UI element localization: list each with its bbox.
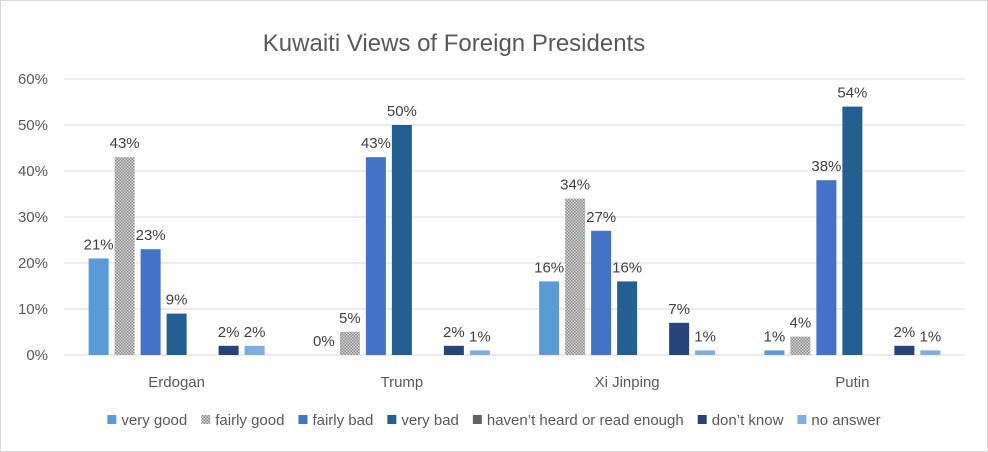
bar xyxy=(365,157,386,355)
legend-item: fairly bad xyxy=(298,412,373,429)
data-label: 5% xyxy=(339,310,361,327)
legend-label: very bad xyxy=(401,412,459,429)
data-label: 54% xyxy=(837,85,867,102)
data-label: 1% xyxy=(469,328,491,345)
data-label: 1% xyxy=(694,328,716,345)
x-tick-label: Xi Jinping xyxy=(595,374,660,391)
legend-swatch xyxy=(298,415,308,424)
legend-swatch xyxy=(697,415,707,424)
y-axis-ticks: 0% 10% 20% 30% 40% 50% 60% xyxy=(18,71,48,364)
bar xyxy=(244,345,265,355)
y-tick-label: 60% xyxy=(18,71,48,88)
bar xyxy=(391,125,412,355)
bar xyxy=(842,106,863,355)
legend-swatch xyxy=(107,415,117,424)
data-label: 34% xyxy=(560,177,590,194)
bar xyxy=(790,336,811,355)
y-tick-label: 50% xyxy=(18,117,48,134)
bar xyxy=(617,281,638,355)
data-label: 2% xyxy=(894,324,916,341)
data-label: 27% xyxy=(586,209,616,226)
bars xyxy=(88,106,941,355)
data-label: 38% xyxy=(811,158,841,175)
data-label: 2% xyxy=(443,324,465,341)
bar xyxy=(443,345,464,355)
bar xyxy=(920,350,941,355)
legend-item: don’t know xyxy=(697,412,784,429)
legend-label: don’t know xyxy=(712,412,784,429)
data-label: 0% xyxy=(313,333,335,350)
y-tick-label: 10% xyxy=(18,301,48,318)
legend-swatch xyxy=(201,415,211,424)
data-label: 2% xyxy=(218,324,240,341)
legend-item: fairly good xyxy=(201,412,284,429)
bar xyxy=(894,345,915,355)
data-label: 7% xyxy=(668,301,690,318)
bar xyxy=(764,350,785,355)
data-label: 16% xyxy=(534,259,564,276)
legend-label: fairly bad xyxy=(312,412,373,429)
legend-swatch xyxy=(472,415,482,424)
y-tick-label: 30% xyxy=(18,209,48,226)
x-tick-label: Erdogan xyxy=(148,374,205,391)
y-tick-label: 20% xyxy=(18,255,48,272)
bar xyxy=(339,332,360,355)
data-label: 23% xyxy=(136,227,166,244)
legend-label: haven’t heard or read enough xyxy=(487,412,684,429)
legend: very good fairly good fairly bad very bad ha… xyxy=(107,412,881,429)
data-label: 50% xyxy=(387,103,417,120)
bar xyxy=(166,313,187,355)
data-label: 1% xyxy=(920,328,942,345)
x-axis-ticks: Erdogan Trump Xi Jinping Putin xyxy=(148,374,869,391)
bar xyxy=(565,198,586,355)
bar xyxy=(695,350,716,355)
bar xyxy=(669,322,690,355)
legend-swatch xyxy=(797,415,807,424)
data-label: 1% xyxy=(764,328,786,345)
bar xyxy=(816,180,837,355)
chart-title: Kuwaiti Views of Foreign Presidents xyxy=(263,30,645,57)
legend-item: very good xyxy=(107,412,187,429)
bar xyxy=(114,157,135,355)
x-tick-label: Trump xyxy=(380,374,423,391)
data-label: 16% xyxy=(612,259,642,276)
legend-swatch xyxy=(387,415,397,424)
legend-item: very bad xyxy=(387,412,459,429)
legend-item: haven’t heard or read enough xyxy=(472,412,684,429)
bar xyxy=(591,230,612,355)
x-tick-label: Putin xyxy=(835,374,869,391)
data-label: 43% xyxy=(361,135,391,152)
data-label: 21% xyxy=(84,236,114,253)
legend-label: fairly good xyxy=(215,412,284,429)
data-label: 43% xyxy=(110,135,140,152)
y-tick-label: 40% xyxy=(18,163,48,180)
bar xyxy=(140,249,161,355)
bar xyxy=(88,258,109,355)
legend-label: no answer xyxy=(811,412,880,429)
data-labels: 21%43%23%9%2% 2%0%5%43%50%2% 1%16%34%27%16… xyxy=(84,85,942,350)
y-tick-label: 0% xyxy=(26,347,48,364)
data-label: 2% xyxy=(244,324,266,341)
data-label: 9% xyxy=(166,292,188,309)
bar xyxy=(539,281,560,355)
data-label: 4% xyxy=(790,315,812,332)
bar xyxy=(469,350,490,355)
grid-lines xyxy=(64,78,965,356)
bar xyxy=(218,345,239,355)
legend-label: very good xyxy=(121,412,187,429)
legend-item: no answer xyxy=(797,412,881,429)
